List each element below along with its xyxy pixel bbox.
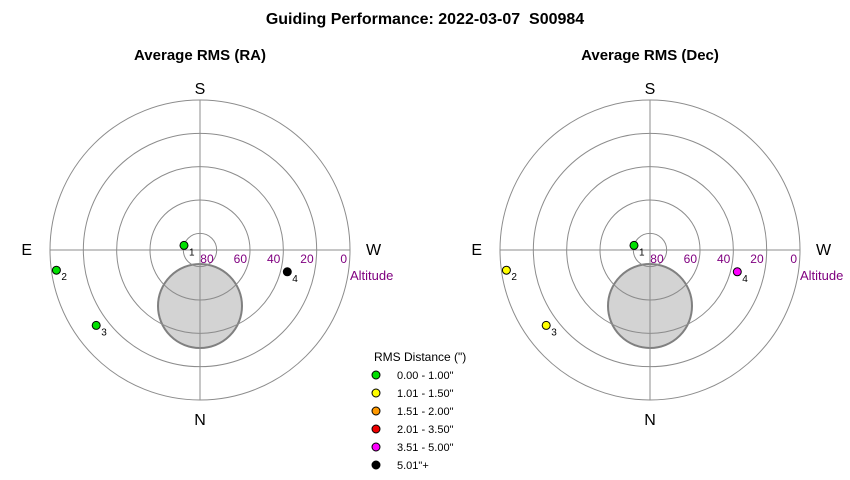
legend-marker [371, 370, 381, 380]
data-point [51, 265, 61, 275]
data-point-label: 2 [511, 272, 517, 283]
altitude-tick-label: 40 [717, 252, 731, 266]
data-point [732, 267, 742, 277]
data-point [541, 320, 551, 330]
legend-entry-label: 3.51 - 5.00" [397, 442, 454, 454]
direction-label-north: N [644, 412, 656, 429]
legend-marker [371, 406, 381, 416]
altitude-axis-label: Altitude [350, 268, 393, 283]
data-point-label: 3 [551, 327, 557, 338]
legend-marker [371, 388, 381, 398]
data-point-label: 1 [639, 247, 645, 258]
legend-marker [371, 460, 381, 470]
direction-label-south: S [645, 81, 656, 98]
direction-label-north: N [194, 412, 206, 429]
altitude-tick-label: 20 [300, 252, 314, 266]
data-point [179, 240, 189, 250]
data-point [91, 320, 101, 330]
data-point-label: 4 [742, 274, 748, 285]
data-point-label: 4 [292, 274, 298, 285]
direction-label-east: E [471, 242, 482, 259]
altitude-tick-label: 0 [340, 252, 347, 266]
data-point [629, 240, 639, 250]
data-point [282, 267, 292, 277]
legend-entry-label: 0.00 - 1.00" [397, 370, 454, 382]
altitude-axis-label: Altitude [800, 268, 843, 283]
direction-label-west: W [816, 242, 832, 259]
data-point [501, 265, 511, 275]
legend-entry-label: 5.01"+ [397, 460, 429, 472]
data-point-label: 1 [189, 247, 195, 258]
panel-subtitle: Average RMS (RA) [134, 47, 266, 64]
legend-entry-label: 1.51 - 2.00" [397, 406, 454, 418]
direction-label-west: W [366, 242, 382, 259]
data-point-label: 2 [61, 272, 67, 283]
altitude-tick-label: 40 [267, 252, 281, 266]
altitude-tick-label: 60 [684, 252, 698, 266]
data-point-label: 3 [101, 327, 107, 338]
chart-title: Guiding Performance: 2022-03-07 S00984 [266, 11, 584, 28]
legend-entry-label: 1.01 - 1.50" [397, 388, 454, 400]
legend: RMS Distance (") 0.00 - 1.00" 1.01 - 1.50"… [371, 350, 466, 472]
altitude-tick-label: 20 [750, 252, 764, 266]
legend-title: RMS Distance (") [374, 350, 466, 364]
altitude-tick-label: 60 [234, 252, 248, 266]
panel-subtitle: Average RMS (Dec) [581, 47, 719, 64]
legend-entry-label: 2.01 - 3.50" [397, 424, 454, 436]
altitude-tick-label: 0 [790, 252, 797, 266]
direction-label-east: E [21, 242, 32, 259]
legend-marker [371, 424, 381, 434]
direction-label-south: S [195, 81, 206, 98]
altitude-tick-label: 80 [200, 252, 214, 266]
legend-marker [371, 442, 381, 452]
altitude-tick-label: 80 [650, 252, 664, 266]
